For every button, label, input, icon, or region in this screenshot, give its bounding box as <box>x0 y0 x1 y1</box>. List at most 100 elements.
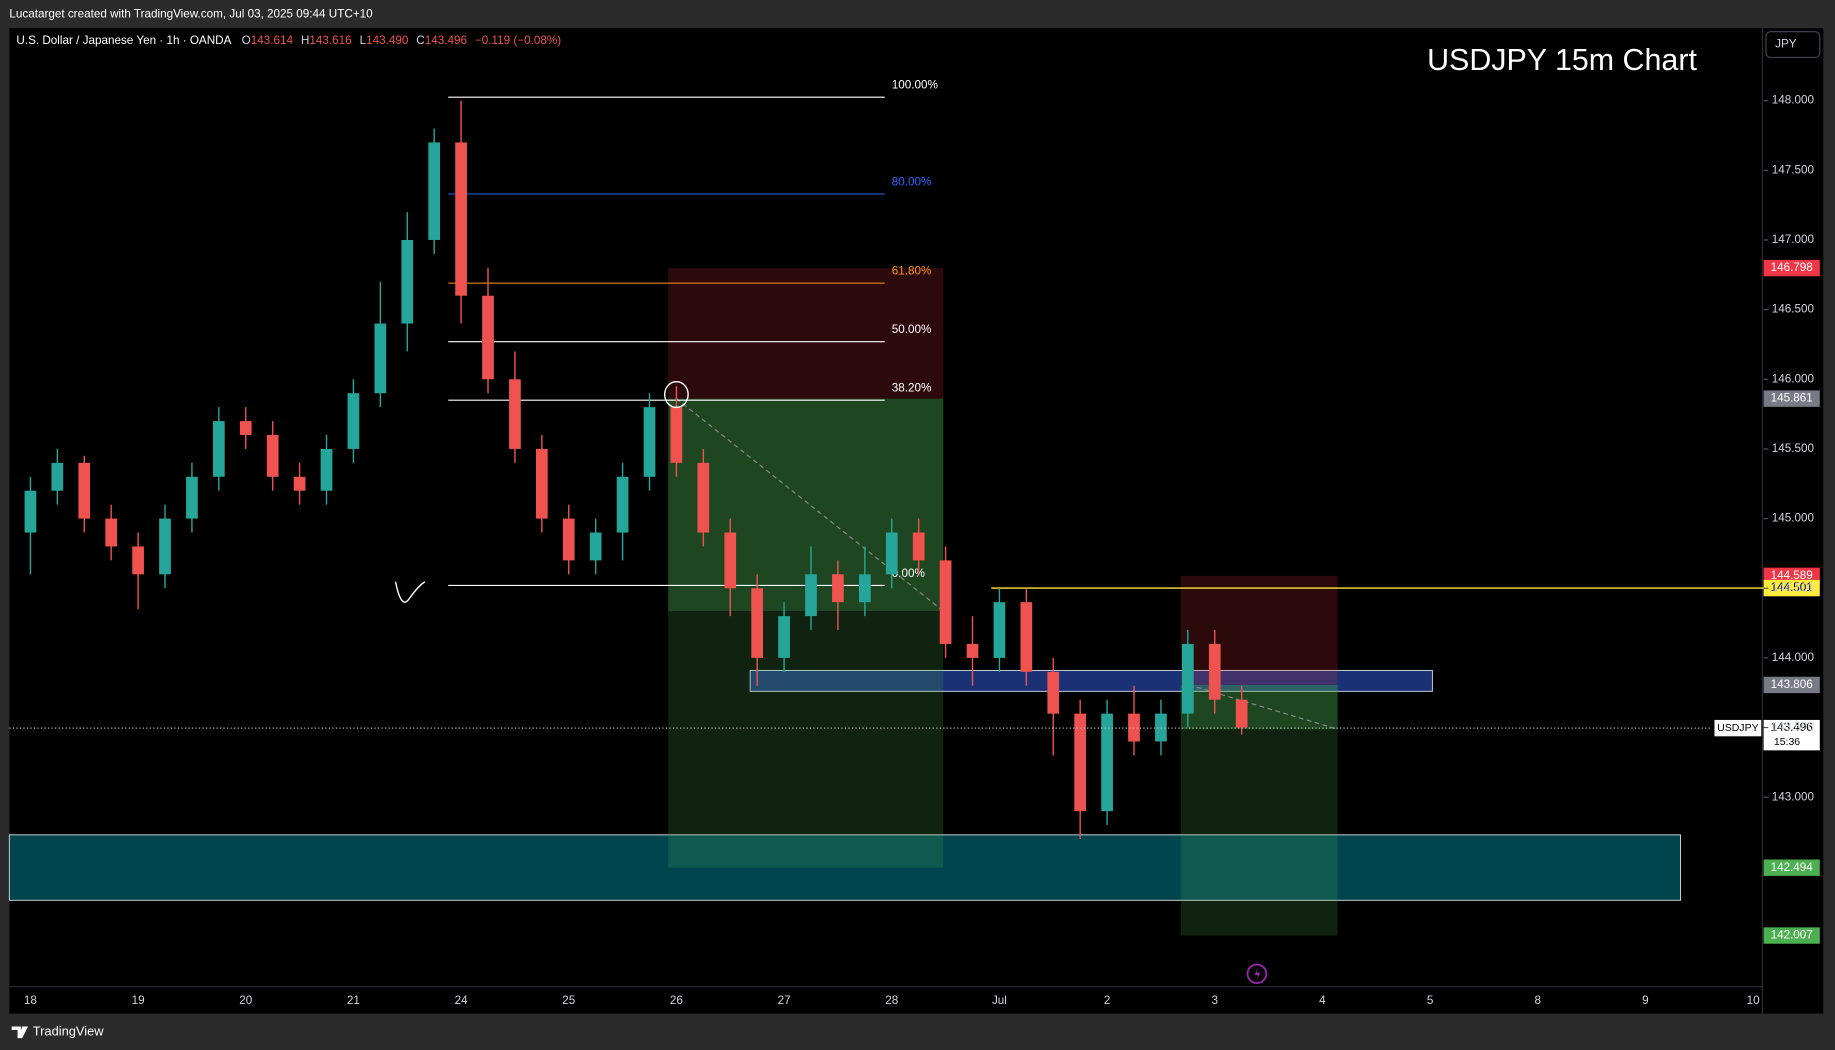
zone <box>749 669 1433 692</box>
candle-body <box>428 142 441 240</box>
stop-zone <box>1180 575 1338 685</box>
x-tick-label: 10 <box>1747 994 1761 1007</box>
candle-body <box>24 490 37 533</box>
price-tag-label: 144.501 <box>1771 581 1813 594</box>
target-zone-reached <box>1180 684 1338 730</box>
x-tick-label: 26 <box>670 994 683 1007</box>
ohlc-value: 143.490 <box>366 34 409 47</box>
x-tick-label: 3 <box>1211 994 1218 1007</box>
x-tick-label: 27 <box>778 994 791 1007</box>
candle-body <box>724 532 737 589</box>
ohlc-value: 143.496 <box>425 34 467 47</box>
event-icon-bolt <box>1254 967 1261 980</box>
x-tick-label: 21 <box>347 994 360 1007</box>
candle-body <box>78 462 91 519</box>
change: −0.119 (−0.08%) <box>475 34 561 47</box>
candle-body <box>105 518 118 547</box>
x-tick-label: 28 <box>885 994 898 1007</box>
x-tick-label: 5 <box>1427 994 1434 1007</box>
legend: U.S. Dollar / Japanese Yen · 1h · OANDA … <box>16 34 561 47</box>
candle-body <box>239 421 252 436</box>
brand: TradingView <box>33 1024 104 1039</box>
candle-body <box>212 421 225 477</box>
candle-body <box>1208 643 1221 700</box>
candle-body <box>186 476 198 519</box>
x-tick-label: 18 <box>24 994 37 1007</box>
x-tick-label: 2 <box>1104 994 1111 1007</box>
x-tick-label: 4 <box>1319 994 1326 1007</box>
ohlc-key: L <box>360 34 367 47</box>
candle-body <box>266 435 279 477</box>
x-tick-label: 20 <box>239 994 253 1007</box>
candle-body <box>697 462 710 533</box>
x-tick-label: 9 <box>1642 994 1649 1007</box>
candle-body <box>1020 602 1033 672</box>
candle-body <box>885 532 898 575</box>
candle-body <box>912 532 925 561</box>
symbol: U.S. Dollar / Japanese Yen · 1h · OANDA <box>16 34 231 47</box>
ohlc-value: 143.614 <box>251 34 294 47</box>
candle-body <box>966 643 979 658</box>
currency-label[interactable]: JPY <box>1775 38 1797 51</box>
candle-body <box>643 407 656 477</box>
candle-body <box>401 239 414 324</box>
symbol-tag <box>1714 719 1762 737</box>
candle-body <box>482 295 494 380</box>
y-tick-label: 146.000 <box>1772 372 1815 385</box>
y-tick-label: 145.500 <box>1772 442 1815 455</box>
y-tick-label: 144.500 <box>1772 581 1815 594</box>
hand-drawing <box>394 581 426 603</box>
candle-body <box>670 407 683 463</box>
stop-zone <box>668 268 944 399</box>
fib-label: 80.00% <box>892 175 932 188</box>
fib-label: 100.00% <box>892 79 938 92</box>
candle-body <box>1074 713 1087 812</box>
candle-body <box>858 574 871 603</box>
candle-body <box>778 616 790 658</box>
candle-body <box>374 323 387 394</box>
y-tick-label: 143.000 <box>1772 790 1815 803</box>
target-zone <box>1180 684 1338 936</box>
ohlc-key: O <box>242 34 251 47</box>
y-tick-label: 148.000 <box>1772 94 1815 107</box>
hand-circle <box>664 380 689 409</box>
price-tag-label: 143.806 <box>1771 678 1813 691</box>
brand-logo <box>11 1026 29 1039</box>
candle-body <box>939 560 952 644</box>
currency-button[interactable] <box>1765 31 1821 59</box>
ohlc-key: C <box>416 34 424 47</box>
ohlc-value: 143.616 <box>309 34 351 47</box>
y-tick-label: 146.500 <box>1772 303 1815 316</box>
price-tag-label: 143.496 <box>1771 721 1813 734</box>
y-tick-label: 143.500 <box>1772 721 1815 734</box>
candle-body <box>159 518 171 575</box>
candle-body <box>562 518 575 561</box>
overlay: 146.798 145.861 142.494 144.589 143.806 142.0… <box>9 259 1820 944</box>
ohlc-key: H <box>301 34 309 47</box>
price-tag-label: 145.861 <box>1771 392 1813 405</box>
price-tag <box>1763 676 1820 694</box>
price-tag <box>1763 719 1820 751</box>
price-tag <box>1763 927 1820 944</box>
price-tag-label: 142.494 <box>1771 861 1814 874</box>
y-tick-label: 147.000 <box>1772 233 1815 246</box>
y-tick-label: 147.500 <box>1772 163 1815 176</box>
price-tag <box>1763 259 1820 277</box>
candle-body <box>805 574 817 617</box>
candle-body <box>1047 671 1060 714</box>
event-icon[interactable] <box>1246 963 1268 985</box>
price-tag <box>1763 579 1820 597</box>
x-tick-label: 24 <box>455 994 469 1007</box>
fib-label: 50.00% <box>892 323 932 336</box>
candle-body <box>455 142 467 296</box>
x-tick-label: Jul <box>992 994 1007 1007</box>
candle-body <box>993 602 1006 658</box>
candle-body <box>1101 713 1113 812</box>
candle-body <box>509 379 521 449</box>
price-tag <box>1763 859 1820 876</box>
zone <box>8 834 1681 901</box>
y-tick-label: 145.000 <box>1772 512 1815 525</box>
price-tag-label: 146.798 <box>1771 261 1813 274</box>
countdown: 15:36 <box>1774 736 1800 748</box>
